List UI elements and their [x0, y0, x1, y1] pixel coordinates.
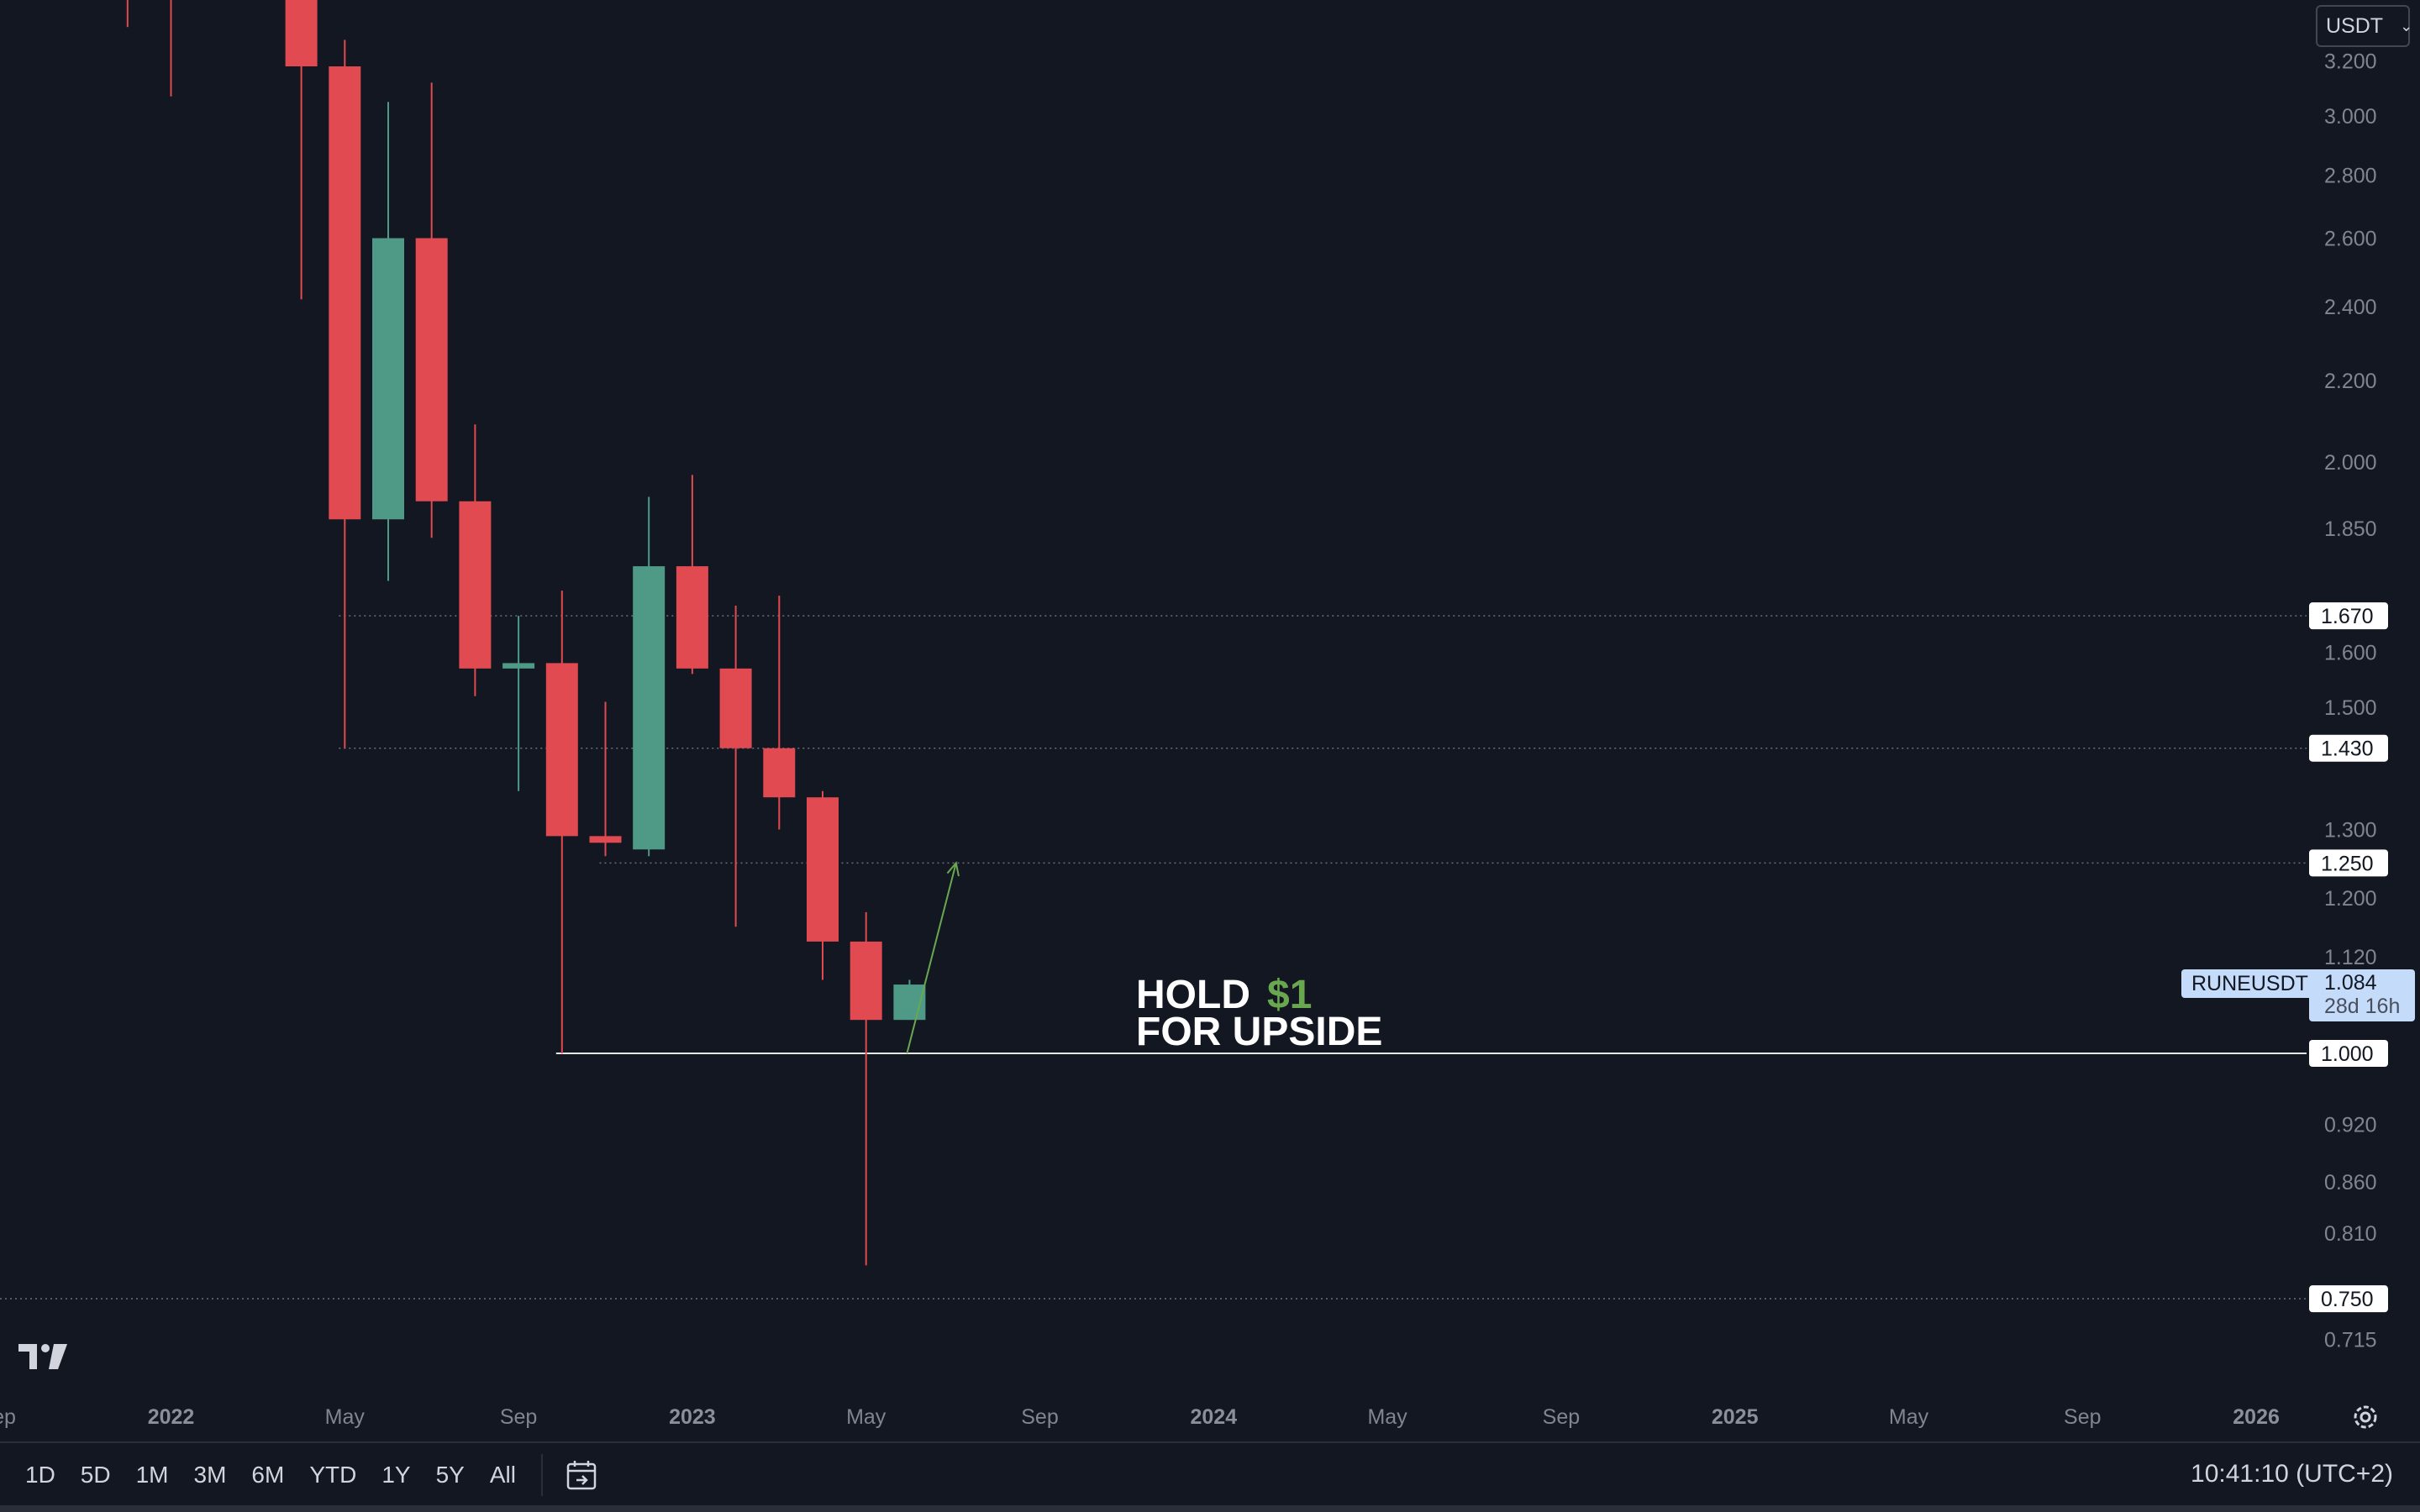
- price-axis-label: 2.400: [2324, 296, 2377, 319]
- time-axis-label: Sep: [2064, 1405, 2101, 1429]
- annotation-arrow: [906, 863, 957, 1054]
- clock-readout: 10:41:10 (UTC+2): [2191, 1460, 2393, 1488]
- candle: [676, 475, 708, 675]
- candle-body: [415, 238, 448, 501]
- candle: [850, 911, 882, 1266]
- level-price-tag-label: 1.250: [2321, 852, 2374, 875]
- price-axis-label: 1.120: [2324, 946, 2377, 969]
- level-price-tag: [2309, 734, 2388, 762]
- candle: [502, 616, 535, 791]
- time-axis-label: 2025: [1712, 1405, 1759, 1429]
- calendar-goto-icon[interactable]: [565, 1458, 598, 1492]
- level-price-tag-label: 1.430: [2321, 738, 2374, 761]
- last-price-tag: 1.084 28d 16h: [2309, 969, 2415, 1021]
- candle-body: [850, 941, 882, 1021]
- price-axis-label: 0.810: [2324, 1222, 2377, 1246]
- time-axis-label: 2022: [148, 1405, 195, 1429]
- candle-body: [589, 836, 622, 843]
- price-axis-label: 2.800: [2324, 164, 2377, 187]
- level-price-tag: [2309, 1285, 2388, 1313]
- level-price-tag-label: 0.750: [2321, 1288, 2374, 1311]
- toolbar-divider: [540, 1454, 543, 1496]
- symbol-label: RUNEUSDT: [2191, 971, 2308, 995]
- gear-icon[interactable]: [2351, 1403, 2380, 1431]
- price-axis-label: 0.715: [2324, 1329, 2377, 1352]
- price-axis-label: 1.200: [2324, 887, 2377, 911]
- price-axis-label: 1.850: [2324, 517, 2377, 541]
- range-5d-button[interactable]: 5D: [80, 1462, 111, 1488]
- candle: [545, 591, 578, 1053]
- price-axis-label: 1.600: [2324, 642, 2377, 665]
- candle: [719, 606, 752, 927]
- price-axis-label: 0.920: [2324, 1114, 2377, 1137]
- price-axis-label: 2.000: [2324, 451, 2377, 475]
- arrow-head-icon: [946, 861, 960, 877]
- price-axis-label: 3.000: [2324, 105, 2377, 129]
- range-1y-button[interactable]: 1Y: [381, 1462, 411, 1488]
- candle: [285, 0, 318, 300]
- time-axis-label: Sep: [0, 1405, 16, 1429]
- candle: [372, 102, 404, 581]
- candle-countdown: 28d 16h: [2324, 995, 2401, 1018]
- range-ytd-button[interactable]: YTD: [309, 1462, 357, 1488]
- price-axis-label: 1.500: [2324, 696, 2377, 720]
- candle: [415, 82, 448, 538]
- candle-body: [545, 663, 578, 837]
- annotation-line2: FOR UPSIDE: [1136, 1010, 1382, 1054]
- currency-dropdown[interactable]: USDT ⌄: [2316, 5, 2413, 47]
- candle: [633, 496, 666, 857]
- time-axis-label: 2026: [2233, 1405, 2280, 1429]
- price-axis-label: 2.200: [2324, 370, 2377, 393]
- candle-body: [633, 566, 666, 850]
- time-axis-label: 2023: [669, 1405, 716, 1429]
- candle-body: [502, 663, 535, 669]
- price-axis-label: 2.600: [2324, 228, 2377, 251]
- range-5y-button[interactable]: 5Y: [435, 1462, 465, 1488]
- range-all-button[interactable]: All: [489, 1462, 516, 1488]
- candle-body: [329, 66, 361, 520]
- range-6m-button[interactable]: 6M: [251, 1462, 285, 1488]
- level-price-tag-label: 1.670: [2321, 605, 2374, 628]
- price-axis-label: 0.860: [2324, 1171, 2377, 1194]
- candle-body: [676, 566, 708, 669]
- candle: [807, 790, 839, 980]
- time-axis-label: Sep: [1021, 1405, 1058, 1429]
- level-price-tag: [2309, 602, 2388, 630]
- candle: [329, 39, 361, 748]
- price-axis-label: 3.200: [2324, 50, 2377, 74]
- bottom-strip: [0, 1505, 2420, 1512]
- candle-body: [719, 668, 752, 748]
- time-axis-label: May: [1889, 1405, 1929, 1429]
- candle-body: [285, 0, 318, 67]
- level-price-tag: [2309, 849, 2388, 877]
- candle-body: [372, 238, 404, 520]
- candle: [459, 424, 492, 696]
- tradingview-logo-icon[interactable]: [18, 1341, 71, 1371]
- price-axis-label: 1.300: [2324, 819, 2377, 843]
- time-axis-label: May: [846, 1405, 886, 1429]
- range-1m-button[interactable]: 1M: [135, 1462, 169, 1488]
- time-axis-label: Sep: [1543, 1405, 1580, 1429]
- bottom-toolbar: 1D 5D 1M 3M 6M YTD 1Y 5Y All 10:41:10 (U…: [0, 1441, 2420, 1507]
- level-price-tag-label: 1.000: [2321, 1042, 2374, 1066]
- annotation-line1: HOLD $1: [1136, 973, 1312, 1017]
- range-3m-button[interactable]: 3M: [193, 1462, 227, 1488]
- time-axis-label: 2024: [1190, 1405, 1237, 1429]
- time-axis-label: May: [1367, 1405, 1407, 1429]
- currency-label: USDT: [2326, 13, 2384, 38]
- chevron-down-icon: ⌄: [2400, 17, 2413, 34]
- candle-body: [807, 797, 839, 942]
- candle: [763, 596, 796, 830]
- range-1d-button[interactable]: 1D: [25, 1462, 55, 1488]
- time-axis-label: May: [325, 1405, 366, 1429]
- level-price-tag: [2309, 1040, 2388, 1067]
- candle: [589, 701, 622, 857]
- time-axis-label: Sep: [500, 1405, 537, 1429]
- candle-body: [763, 748, 796, 798]
- last-price-value: 1.084: [2324, 971, 2377, 995]
- candle-body: [459, 501, 492, 669]
- symbol-tag: RUNEUSDT: [2181, 969, 2318, 998]
